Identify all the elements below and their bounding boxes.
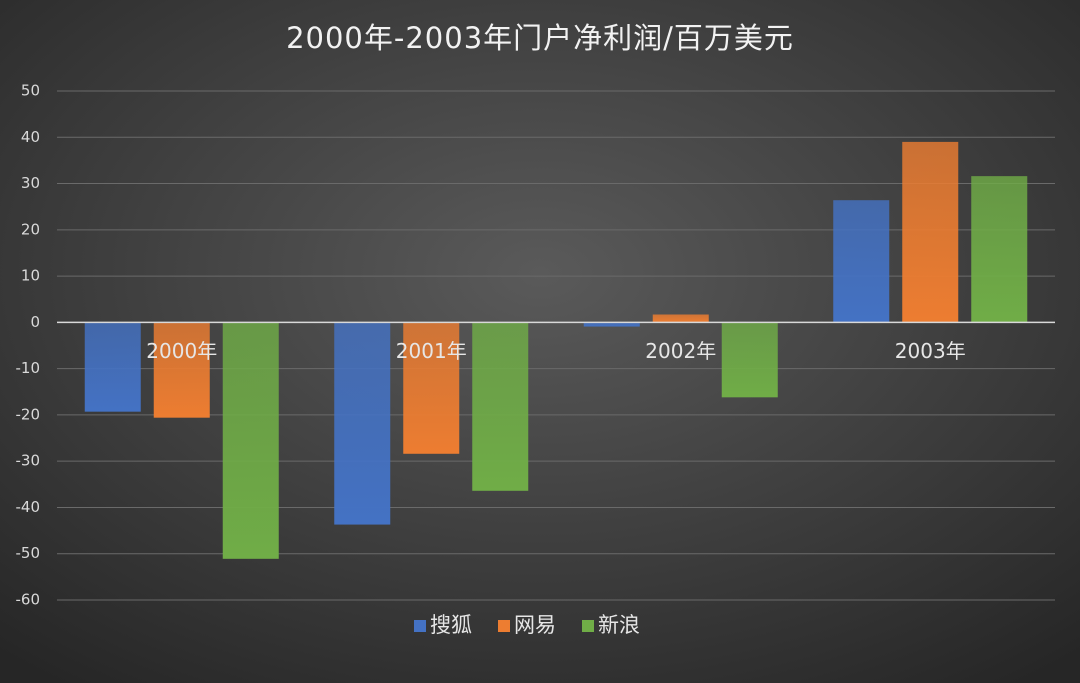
bar: [583, 322, 640, 327]
y-tick-label: 30: [21, 174, 40, 192]
bar: [222, 322, 279, 559]
y-tick-label: -40: [16, 498, 41, 516]
y-tick-label: -30: [16, 452, 41, 470]
legend-label: 网易: [514, 613, 556, 637]
y-tick-label: 10: [21, 267, 40, 285]
bar: [971, 176, 1028, 323]
x-tick-label: 2002年: [645, 339, 716, 363]
x-tick-label: 2003年: [895, 339, 966, 363]
x-tick-label: 2000年: [146, 339, 217, 363]
x-tick-label: 2001年: [396, 339, 467, 363]
bar: [721, 322, 778, 398]
y-tick-label: -10: [16, 359, 41, 377]
legend-swatch: [582, 620, 594, 632]
legend-swatch: [498, 620, 510, 632]
bar: [334, 322, 391, 525]
bar: [153, 322, 210, 418]
bar: [652, 314, 709, 323]
y-tick-label: -20: [16, 405, 41, 423]
bar: [84, 322, 141, 412]
y-tick-label: 20: [21, 220, 40, 238]
bar: [833, 200, 890, 323]
y-tick-label: 50: [21, 82, 40, 100]
bar: [403, 322, 460, 454]
legend-swatch: [414, 620, 426, 632]
bar: [472, 322, 529, 491]
bar: [902, 141, 959, 323]
legend-label: 新浪: [598, 613, 640, 637]
y-tick-label: -60: [16, 591, 41, 609]
y-tick-label: 40: [21, 128, 40, 146]
chart-title: 2000年-2003年门户净利润/百万美元: [286, 21, 794, 55]
y-tick-label: 0: [30, 313, 40, 331]
legend-label: 搜狐: [430, 613, 472, 637]
y-tick-label: -50: [16, 544, 41, 562]
